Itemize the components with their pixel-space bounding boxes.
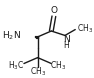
Text: N: N bbox=[63, 35, 70, 44]
Text: $\mathregular{CH_3}$: $\mathregular{CH_3}$ bbox=[30, 65, 46, 78]
Text: O: O bbox=[51, 6, 58, 15]
Text: H: H bbox=[63, 41, 69, 50]
Text: $\mathregular{H_2N}$: $\mathregular{H_2N}$ bbox=[2, 29, 21, 42]
Text: $\mathregular{H_3C}$: $\mathregular{H_3C}$ bbox=[8, 59, 24, 72]
Text: $\mathregular{CH_3}$: $\mathregular{CH_3}$ bbox=[77, 22, 93, 35]
Text: $\mathregular{CH_3}$: $\mathregular{CH_3}$ bbox=[50, 59, 67, 72]
